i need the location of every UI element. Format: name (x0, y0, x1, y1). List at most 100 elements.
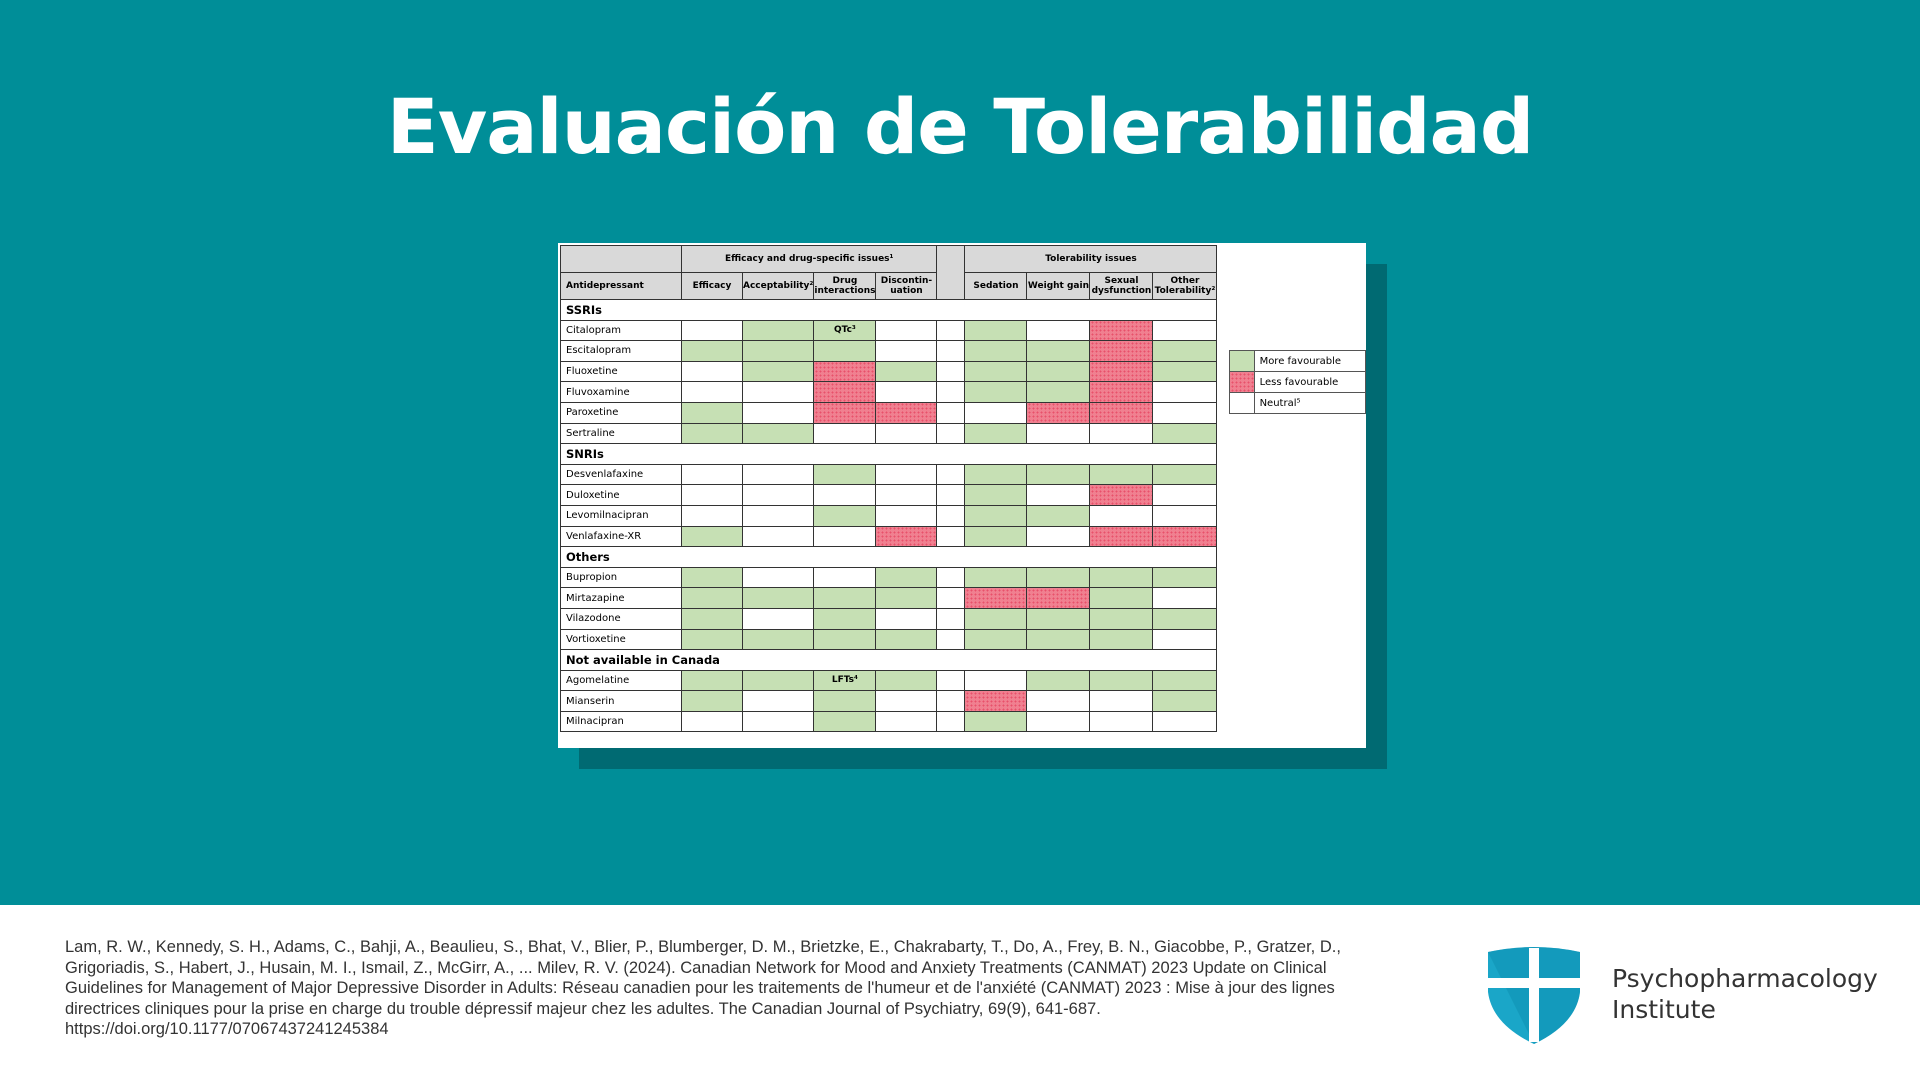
drug-name: Venlafaxine-XR (560, 525, 682, 548)
cell-acceptability (741, 525, 815, 548)
cell-sexual-dysfunction (1089, 381, 1154, 403)
cell-sexual-dysfunction (1089, 360, 1154, 383)
cell-acceptability (741, 340, 815, 362)
cell-sedation (964, 566, 1028, 589)
legend-swatch-less-favourable (1229, 371, 1255, 393)
col-header-drug-interactions: Drug interactions (813, 272, 877, 300)
section-row: SNRIs (559, 443, 1218, 465)
gap-cell (936, 690, 966, 712)
cell-sexual-dysfunction (1089, 422, 1154, 445)
cell-other-tolerability (1152, 669, 1218, 692)
cell-efficacy (681, 566, 743, 589)
cell-other-tolerability (1152, 525, 1218, 548)
cell-drug-interactions (813, 422, 877, 445)
cell-other-tolerability (1152, 463, 1218, 486)
cell-efficacy (681, 401, 743, 424)
cell-sexual-dysfunction (1089, 587, 1154, 609)
cell-drug-interactions (813, 401, 877, 424)
drug-name: Levomilnacipran (560, 504, 682, 527)
cell-acceptability (741, 422, 815, 445)
cell-weight-gain (1026, 422, 1091, 445)
cell-sexual-dysfunction (1089, 525, 1154, 548)
legend: More favourable Less favourable Neutral⁵ (1229, 350, 1367, 414)
cell-drug-interactions (813, 525, 877, 548)
cell-sedation (964, 669, 1028, 692)
gap-cell (936, 360, 966, 383)
gap-cell (936, 710, 966, 733)
cell-discontinuation (875, 607, 938, 630)
cell-other-tolerability (1152, 628, 1218, 651)
cell-acceptability (741, 710, 815, 733)
cell-sedation (964, 463, 1028, 486)
cell-drug-interactions (813, 463, 877, 486)
cell-sedation (964, 484, 1028, 506)
gap-cell (936, 319, 966, 342)
cell-weight-gain (1026, 566, 1091, 589)
brand-line2: Institute (1612, 995, 1716, 1024)
cell-efficacy (681, 587, 743, 609)
gap-cell (936, 463, 966, 486)
cell-sedation (964, 381, 1028, 403)
col-header-sexual-dysfunction: Sexual dysfunction (1089, 272, 1154, 300)
drug-name: Mirtazapine (560, 587, 682, 609)
cell-acceptability (741, 360, 815, 383)
drug-name: Bupropion (560, 566, 682, 589)
table-row: Escitalopram (560, 340, 1218, 362)
brand-name: Psychopharmacology Institute (1612, 963, 1878, 1025)
cell-other-tolerability (1152, 340, 1218, 362)
cell-sedation (964, 525, 1028, 548)
gap-cell (936, 525, 966, 548)
legend-item: More favourable (1229, 350, 1367, 372)
shield-cross-icon (1488, 947, 1580, 1044)
cell-weight-gain (1026, 381, 1091, 403)
drug-name: Agomelatine (560, 669, 682, 692)
cell-other-tolerability (1152, 710, 1218, 733)
cell-weight-gain (1026, 607, 1091, 630)
cell-sedation (964, 690, 1028, 712)
gap-cell (936, 504, 966, 527)
slide-title: Evaluación de Tolerabilidad (386, 82, 1534, 171)
cell-sexual-dysfunction (1089, 340, 1154, 362)
cell-other-tolerability (1152, 566, 1218, 589)
section-label: Not available in Canada (559, 649, 1218, 671)
cell-acceptability (741, 504, 815, 527)
cell-acceptability (741, 463, 815, 486)
drug-name: Vilazodone (560, 607, 682, 630)
drug-name: Milnacipran (560, 710, 682, 733)
table-row: Levomilnacipran (560, 504, 1218, 527)
cell-efficacy (681, 525, 743, 548)
cell-efficacy (681, 422, 743, 445)
cell-weight-gain (1026, 504, 1091, 527)
cell-efficacy (681, 484, 743, 506)
cell-discontinuation (875, 319, 938, 342)
cell-acceptability (741, 690, 815, 712)
cell-discontinuation (875, 628, 938, 651)
cell-other-tolerability (1152, 484, 1218, 506)
cell-drug-interactions (813, 628, 877, 651)
col-header-discontinuation: Discontin-uation (875, 272, 938, 300)
legend-label: Neutral⁵ (1253, 392, 1367, 414)
legend-label: More favourable (1253, 350, 1367, 372)
cell-other-tolerability (1152, 607, 1218, 630)
gap-cell (936, 340, 966, 362)
cell-sexual-dysfunction (1089, 607, 1154, 630)
cell-efficacy (681, 669, 743, 692)
gap-cell (936, 587, 966, 609)
cell-discontinuation (875, 381, 938, 403)
legend-item: Neutral⁵ (1229, 392, 1367, 414)
cell-weight-gain (1026, 690, 1091, 712)
cell-sexual-dysfunction (1089, 628, 1154, 651)
col-header-acceptability: Acceptability² (741, 272, 815, 300)
cell-sedation (964, 587, 1028, 609)
cell-weight-gain (1026, 401, 1091, 424)
gap-cell (936, 422, 966, 445)
table-row: Agomelatine LFTs⁴ (560, 669, 1218, 692)
cell-sexual-dysfunction (1089, 319, 1154, 342)
cell-drug-interactions (813, 690, 877, 712)
drug-name: Duloxetine (560, 484, 682, 506)
table-row: Venlafaxine-XR (560, 525, 1218, 548)
cell-sedation (964, 340, 1028, 362)
table-row: Paroxetine (560, 401, 1218, 424)
cell-discontinuation (875, 401, 938, 424)
gap-cell (936, 566, 966, 589)
